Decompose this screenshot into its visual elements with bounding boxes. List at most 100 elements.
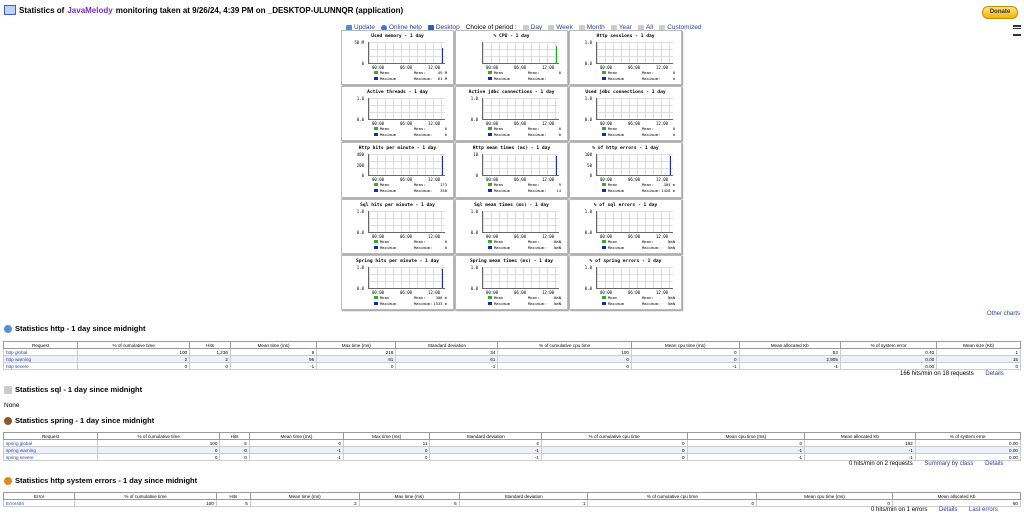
errors-footer: 0 hits/min on 1 errors Details Last erro… (871, 507, 998, 513)
legend-swatch (488, 183, 492, 187)
column-header[interactable]: Error (2, 492, 76, 500)
column-header[interactable]: Hits (189, 341, 231, 349)
chart-panel[interactable]: % of http errors - 1 day 100 50 0 00:00 06:00… (569, 142, 682, 198)
desktop-link[interactable]: Desktop (427, 24, 460, 31)
column-header[interactable]: Standard deviation (458, 492, 589, 500)
y-tick-label: 0.0 (470, 285, 478, 291)
online-help-link[interactable]: Online help (380, 24, 422, 31)
column-header[interactable]: % of system error (839, 341, 938, 349)
donate-button[interactable]: Donate (982, 6, 1018, 19)
chart-plot-area (596, 98, 673, 121)
request-link[interactable]: spring warning (2, 446, 99, 454)
chart-panel[interactable]: Used jdbc connections - 1 day 1.0 0.0 00:00… (569, 86, 682, 142)
column-header[interactable]: Hits (215, 492, 251, 500)
request-link[interactable]: http warning (2, 355, 79, 363)
http-details-link[interactable]: Details (985, 371, 1004, 377)
chart-panel[interactable]: Spring hits per minute - 1 day 1.0 0.0 00:0… (341, 254, 454, 310)
column-header[interactable]: Standard deviation (395, 341, 499, 349)
calendar-icon (610, 24, 617, 31)
y-tick-label: 400 (356, 152, 364, 158)
x-tick-label: 00:00 (486, 289, 499, 295)
legend-swatch (602, 77, 606, 80)
summary-by-class-link[interactable]: Summary by class (924, 461, 974, 467)
spring-details-link[interactable]: Details (985, 461, 1004, 467)
period-customized[interactable]: Customized (659, 24, 702, 31)
request-link[interactable]: spring severe (2, 453, 99, 461)
x-tick-label: 12:00 (542, 233, 555, 239)
menu-icon[interactable] (1013, 25, 1021, 36)
chart-panel[interactable]: Spring mean times (ms) - 1 day 1.0 0.0 00:0… (455, 254, 568, 310)
column-header[interactable]: Mean cpu time (ms) (630, 341, 740, 349)
column-header[interactable]: Mean time (ms) (229, 341, 318, 349)
chart-panel[interactable]: Active threads - 1 day 1.0 0.0 00:00 06:00 12… (341, 86, 454, 142)
column-header[interactable]: Max time (ms) (342, 432, 431, 440)
column-header[interactable]: Max time (ms) (316, 341, 397, 349)
column-header[interactable]: % of cumulative cpu time (587, 492, 758, 500)
chart-panel[interactable]: Active jdbc connections - 1 day 1.0 0.0 00:… (455, 86, 568, 142)
period-day[interactable]: Day (522, 24, 542, 31)
column-header[interactable]: Max time (ms) (358, 492, 460, 500)
chart-panel[interactable]: % CPU - 1 day 00:00 06:00 12:00 Mean Mean: 0 Ma… (455, 30, 568, 86)
column-header[interactable]: Request (2, 341, 79, 349)
column-header[interactable]: % of cumulative time (97, 432, 221, 440)
chart-panel[interactable]: Http mean times (ms) - 1 day 10 0 00:00 06:0… (455, 142, 568, 198)
errors-details-link[interactable]: Details (939, 507, 958, 513)
chart-plot-area (368, 154, 445, 177)
period-all[interactable]: All (637, 24, 653, 31)
javamelody-link[interactable]: JavaMelody (67, 5, 113, 15)
request-link[interactable]: http global (2, 348, 79, 356)
period-month[interactable]: Month (578, 24, 605, 31)
x-tick-label: 12:00 (428, 65, 441, 70)
column-header[interactable]: Mean time (ms) (249, 492, 360, 500)
column-header[interactable]: % of cumulative time (74, 492, 217, 500)
chart-plot-area (596, 42, 673, 64)
column-header[interactable]: Standard deviation (429, 432, 542, 440)
column-header[interactable]: Mean time (ms) (248, 432, 344, 440)
column-header[interactable]: % of cumulative cpu time (497, 341, 632, 349)
column-header[interactable]: % of cumulative time (77, 341, 191, 349)
chart-panel[interactable]: % of spring errors - 1 day 1.0 0.0 00:00 06:… (569, 254, 682, 310)
last-errors-link[interactable]: Last errors (969, 507, 998, 513)
request-link[interactable]: spring global (2, 439, 99, 447)
chart-title: Used memory - 1 day (371, 34, 424, 39)
y-tick-label: 0.0 (584, 285, 592, 291)
legend-mean: Mean Mean: 0 (374, 239, 447, 244)
period-week[interactable]: Week (548, 24, 573, 31)
table-cell: 0 (97, 446, 221, 454)
x-tick-label: 12:00 (428, 233, 441, 239)
chart-panel[interactable]: % of sql errors - 1 day 1.0 0.0 00:00 06:00 1… (569, 198, 682, 254)
chart-panel[interactable]: Sql mean times (ms) - 1 day 1.0 0.0 00:00 06… (455, 198, 568, 254)
column-header[interactable]: Mean allocated Kb (804, 432, 916, 440)
column-header[interactable]: Mean allocated Kb (891, 492, 1022, 500)
chart-panel[interactable]: Http sessions - 1 day 1.0 0.0 00:00 06:00 12:… (569, 30, 682, 86)
table-cell: 11 (342, 439, 431, 447)
table-cell: -1 (804, 453, 916, 461)
request-link[interactable]: Error404 (2, 499, 76, 507)
column-header[interactable]: % of system error (914, 432, 1022, 440)
column-header[interactable]: Mean allocated Kb (738, 341, 841, 349)
period-year[interactable]: Year (610, 24, 632, 31)
table-cell: 100 (74, 499, 217, 507)
table-cell: 2 (189, 355, 231, 363)
column-header[interactable]: Request (2, 432, 99, 440)
period-label: Choice of period : (465, 24, 517, 31)
update-link[interactable]: Update (346, 24, 375, 31)
other-charts-link[interactable]: Other charts (986, 311, 1020, 317)
legend-max: Maximum Maximum: NaN (602, 301, 675, 306)
column-header[interactable]: Mean cpu time (ms) (686, 432, 806, 440)
calendar-icon (548, 24, 555, 31)
column-header[interactable]: Mean cpu time (ms) (756, 492, 893, 500)
column-header[interactable]: Mean size (Kb) (936, 341, 1021, 349)
x-tick-label: 00:00 (372, 121, 385, 127)
chart-panel[interactable]: Used memory - 1 day 50 M 0 00:00 06:00 12:00 M… (341, 30, 454, 86)
chart-panel[interactable]: Http hits per minute - 1 day 400 200 0 00:00… (341, 142, 454, 198)
legend-max: Maximum Maximum: 0 (374, 245, 447, 250)
chart-panel[interactable]: Sql hits per minute - 1 day 1.0 0.0 00:00 06… (341, 198, 454, 254)
column-header[interactable]: % of cumulative cpu time (540, 432, 688, 440)
x-tick-label: 00:00 (600, 121, 613, 127)
request-link[interactable]: http severe (2, 362, 79, 370)
column-header[interactable]: Hits (219, 432, 250, 440)
legend-swatch (602, 295, 606, 299)
x-tick-label: 06:00 (628, 177, 641, 183)
x-tick-label: 12:00 (542, 65, 555, 70)
